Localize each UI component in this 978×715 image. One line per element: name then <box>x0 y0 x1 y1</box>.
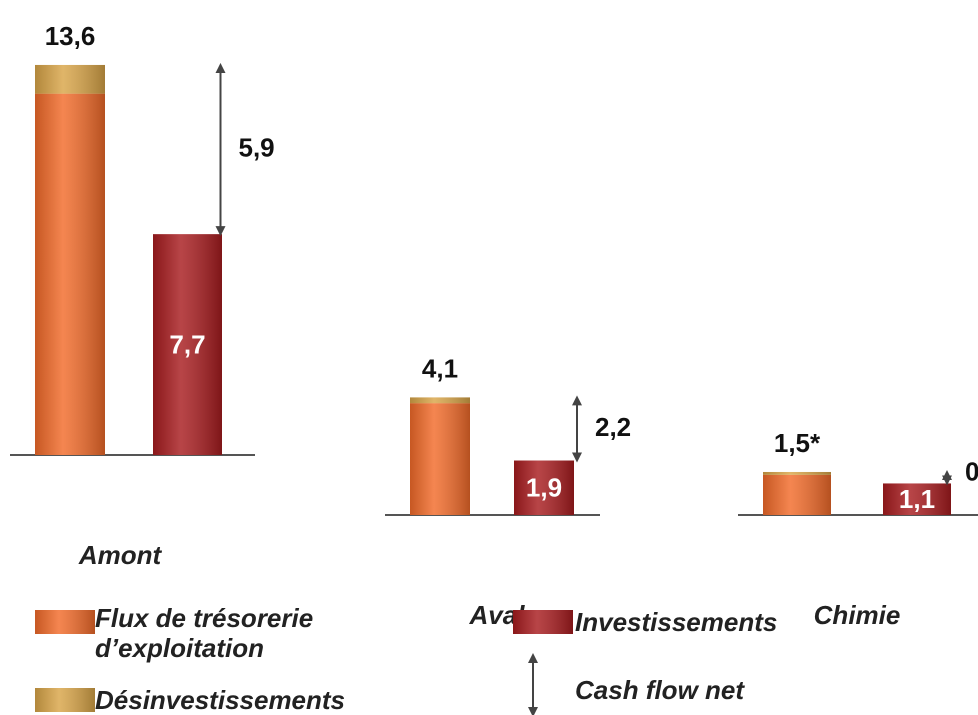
net-label: 2,2 <box>595 412 631 442</box>
legend-label: Désinvestissements <box>95 685 346 715</box>
bar-shade <box>514 460 574 515</box>
bar-shade <box>763 474 831 515</box>
legend-label: Investissements <box>575 607 778 637</box>
legend-swatch-shade <box>35 688 95 712</box>
net-label: 5,9 <box>239 132 275 162</box>
total-label: 13,6 <box>45 21 96 51</box>
legend-swatch-shade <box>513 610 573 634</box>
total-label: 1,5* <box>774 428 821 458</box>
legend-label: Flux de trésorerie d’exploitation <box>95 603 314 663</box>
bar-shade <box>410 403 470 515</box>
bar-shade <box>35 93 105 456</box>
bar-value-label: 7,7 <box>169 329 205 359</box>
category-label: Amont <box>78 540 163 570</box>
category-label: Chimie <box>814 600 901 630</box>
bar-shade <box>883 483 951 515</box>
bar-value-label: 1,9 <box>526 473 562 503</box>
bar-shade <box>153 234 222 455</box>
bar-value-label: 1,1 <box>899 484 935 514</box>
bar-shade <box>35 64 105 94</box>
bar-shade <box>410 397 470 404</box>
legend-label: Cash flow net <box>575 675 745 705</box>
total-label: 4,1 <box>422 353 458 383</box>
bar-shade <box>763 471 831 475</box>
net-label: 0,4 <box>965 457 978 487</box>
legend-swatch-shade <box>35 610 95 634</box>
